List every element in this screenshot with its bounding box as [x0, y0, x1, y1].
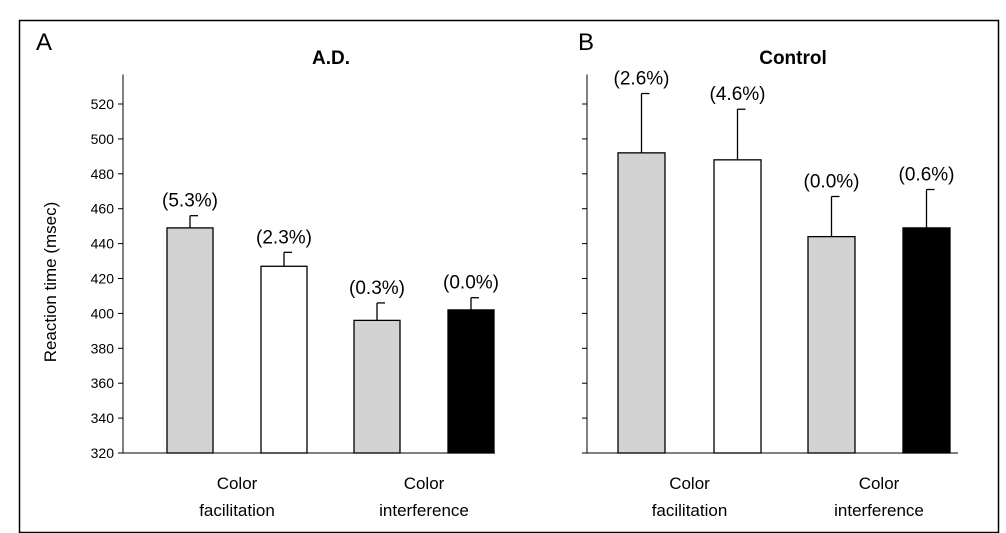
panel-a-y-tick-label: 420: [91, 271, 115, 287]
panel-a-category-label: Color: [404, 474, 445, 493]
panel-a-data-label: (0.3%): [349, 278, 405, 299]
panel-a-y-tick-label: 500: [91, 131, 115, 147]
panel-b-bar: [713, 159, 762, 454]
panel-a-y-tick-label: 460: [91, 201, 115, 217]
panel-a-category-label: facilitation: [199, 501, 275, 520]
panel-a-bar: [447, 309, 495, 454]
panel-a-y-tick-label: 360: [91, 375, 115, 391]
panel-b-bar: [617, 152, 666, 454]
panel-a-bar: [353, 319, 401, 454]
panel-a-data-label: (5.3%): [162, 191, 218, 212]
panel-a-letter: A: [36, 29, 52, 56]
panel-a-y-tick-label: 480: [91, 166, 115, 182]
panel-a-y-tick-label: 340: [91, 410, 115, 426]
panel-b-category-label: Color: [859, 474, 900, 493]
panel-b-data-label: (4.6%): [710, 84, 766, 105]
panel-b-title: Control: [759, 48, 827, 69]
panel-a-y-tick-label: 380: [91, 340, 115, 356]
panel-b-bar: [902, 227, 951, 454]
panel-a-data-label: (2.3%): [256, 227, 312, 248]
panel-a-bar: [166, 227, 214, 454]
panel-b-category-label: facilitation: [652, 501, 728, 520]
panel-b-category-label: interference: [834, 501, 924, 520]
panel-b: B Control (2.6%) (4.6%) (0.0%) (0.6%) Color f…: [578, 29, 958, 520]
panel-b-letter: B: [578, 29, 594, 56]
panel-a-data-label: (0.0%): [443, 273, 499, 294]
panel-b-bar: [807, 235, 856, 454]
panel-a-category-label: Color: [217, 474, 258, 493]
panel-a-y-tick-label: 440: [91, 236, 115, 252]
panel-a-y-tick-label: 520: [91, 96, 115, 112]
panel-a-bar: [260, 265, 308, 454]
panel-b-data-label: (2.6%): [614, 69, 670, 90]
panel-b-data-label: (0.0%): [804, 171, 860, 192]
panel-b-category-label: Color: [669, 474, 710, 493]
panel-a-y-axis-label: Reaction time (msec): [41, 202, 60, 363]
panel-b-data-label: (0.6%): [899, 165, 955, 186]
panel-a-title: A.D.: [312, 48, 350, 69]
panel-a-category-label: interference: [379, 501, 469, 520]
panel-a-y-tick-label: 400: [91, 305, 115, 321]
panel-a: A A.D. Reaction time (msec) 320 340 360 380…: [36, 29, 499, 520]
panel-a-y-tick-label: 320: [91, 445, 115, 461]
